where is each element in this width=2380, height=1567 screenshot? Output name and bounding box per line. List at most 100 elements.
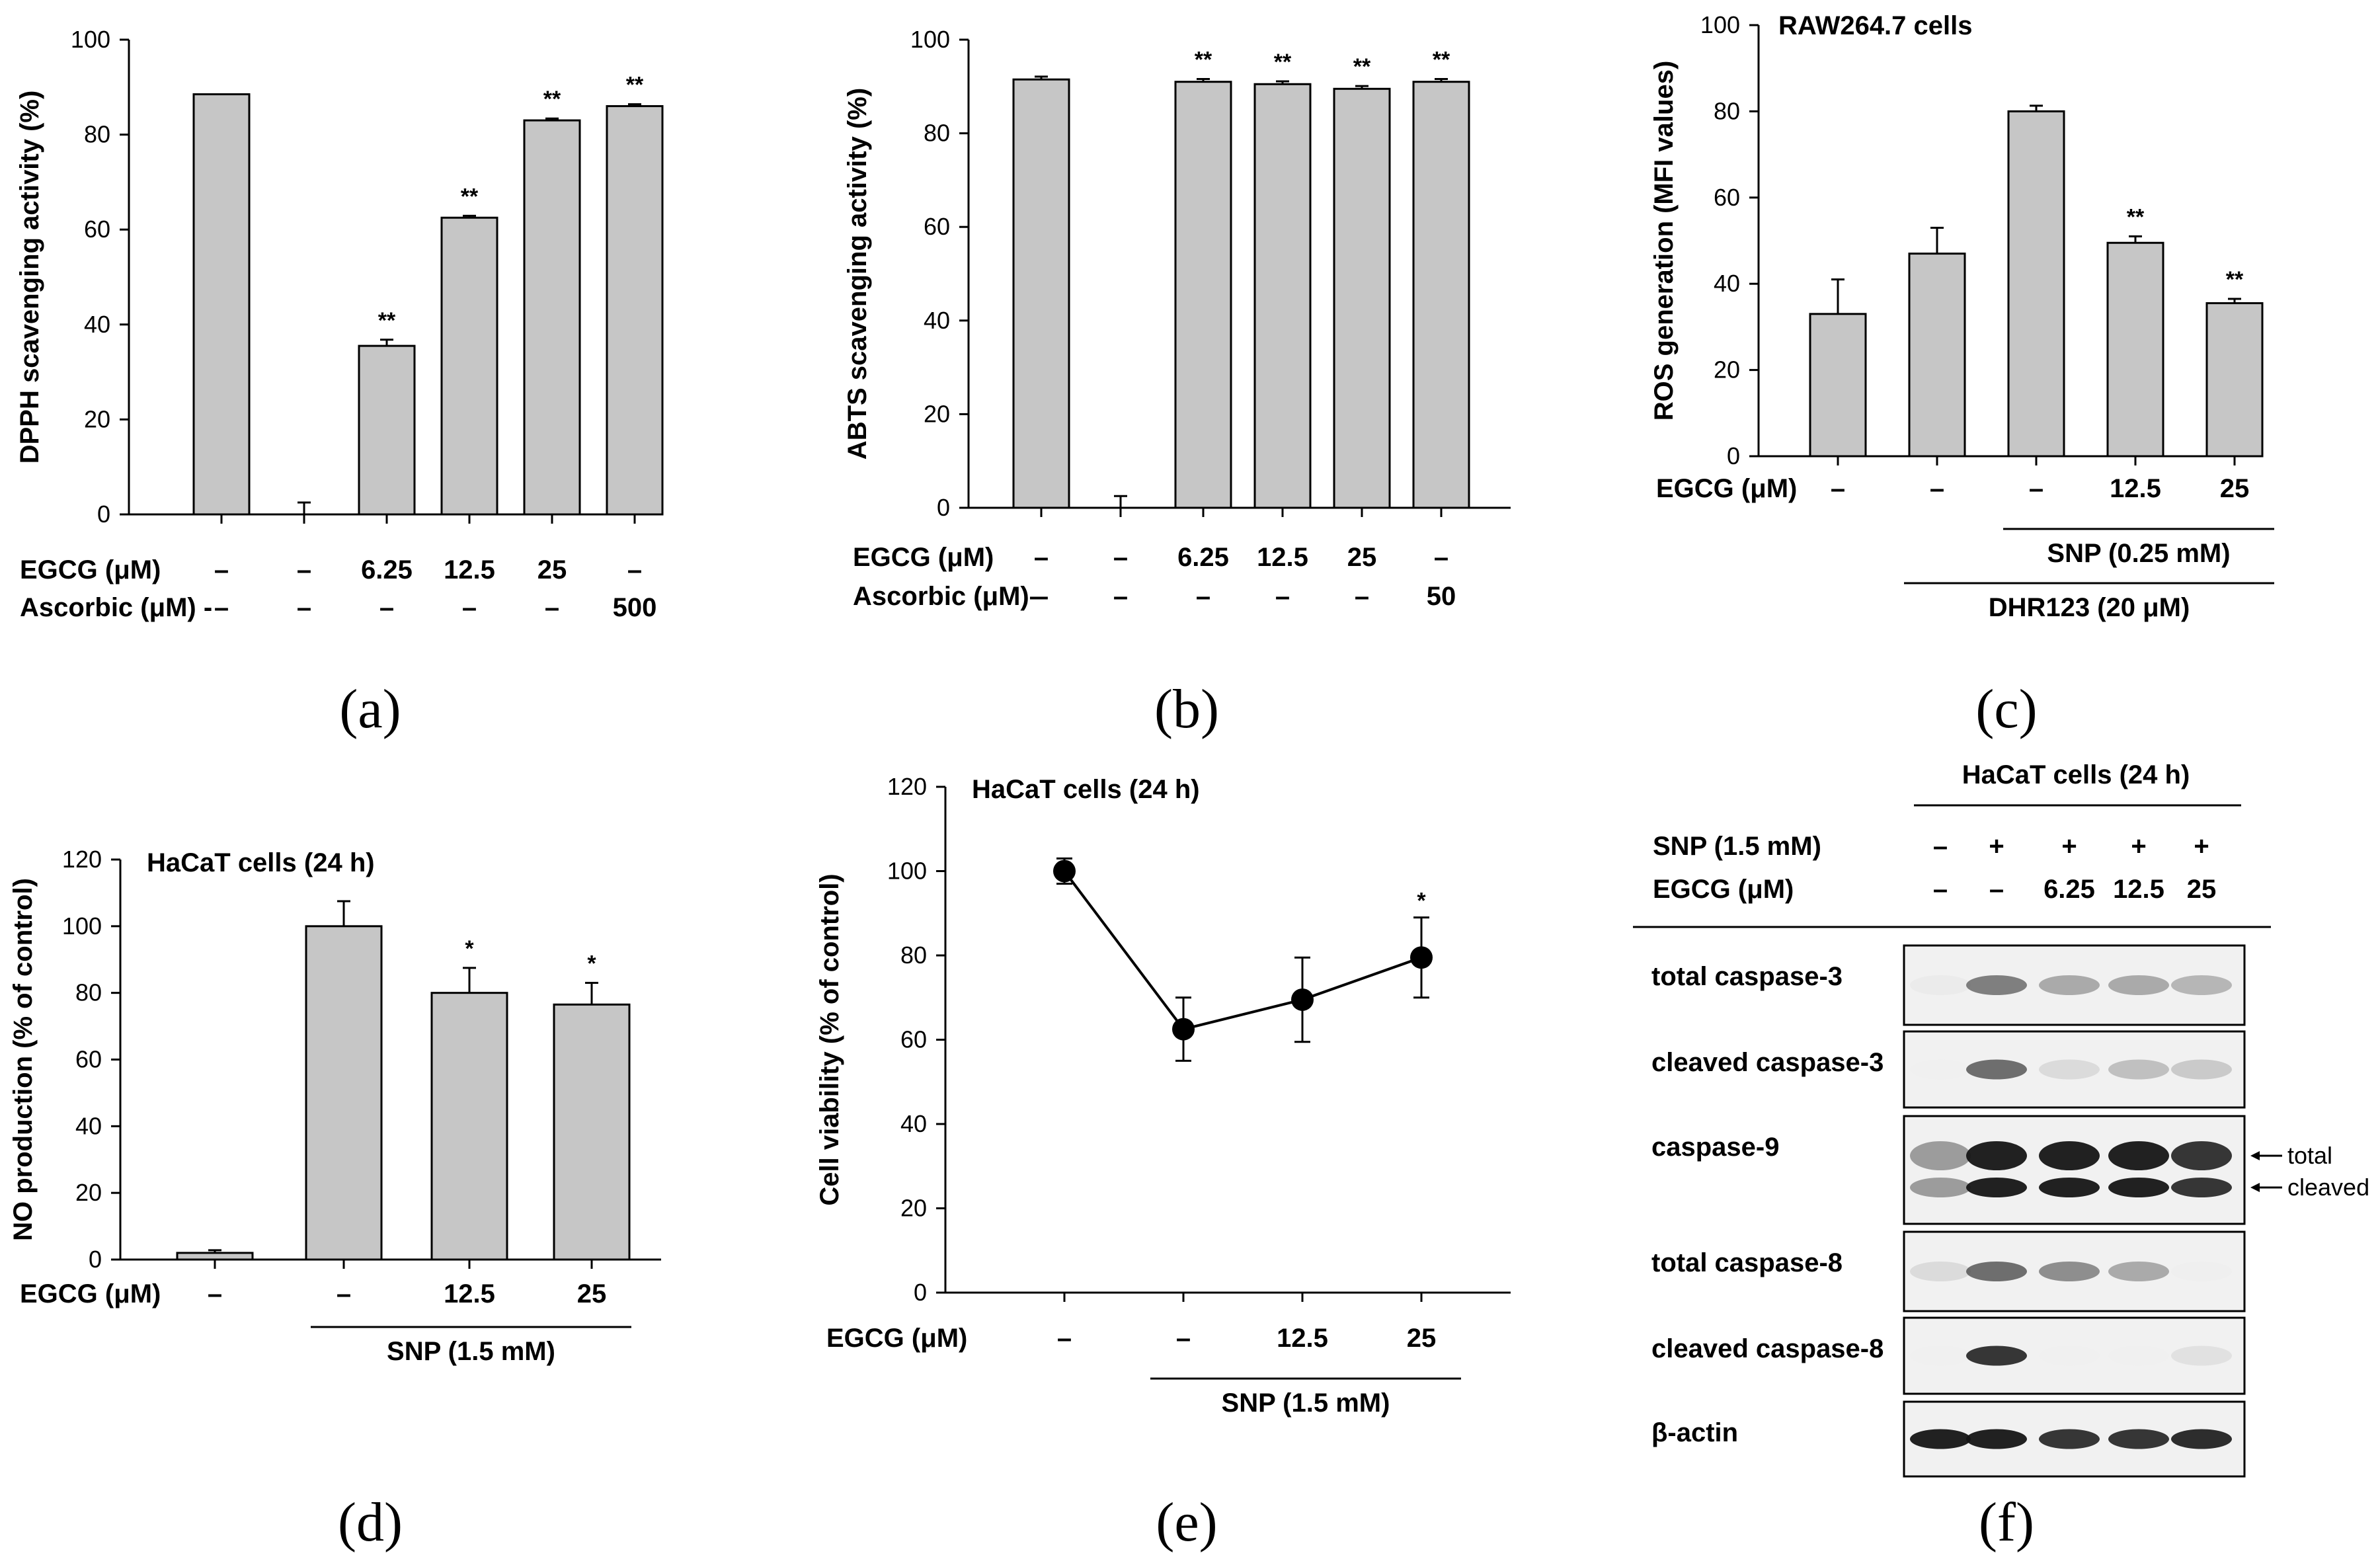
treatment-value: 25 xyxy=(537,555,567,584)
treatment-value: 12.5 xyxy=(2113,875,2164,904)
y-tick-label: 40 xyxy=(900,1110,927,1137)
data-point xyxy=(1410,946,1433,969)
treatment-row-label: EGCG (μM) xyxy=(20,1279,161,1308)
bar xyxy=(2205,302,2264,458)
treatment-value: 50 xyxy=(1427,582,1456,611)
treatment-value: – xyxy=(214,593,229,622)
treatment-value: – xyxy=(1355,582,1369,611)
chart-title: HaCaT cells (24 h) xyxy=(972,775,1200,804)
treatment-value: 25 xyxy=(577,1279,607,1308)
y-tick-label: 120 xyxy=(62,846,102,873)
treatment-value: – xyxy=(1933,832,1948,861)
bar xyxy=(1908,253,1966,458)
treatment-value: – xyxy=(1933,875,1948,904)
bar xyxy=(192,93,251,516)
blot-band xyxy=(2171,1429,2232,1449)
blot-band xyxy=(1910,975,1971,995)
blot-frame xyxy=(1903,1030,2246,1109)
significance-marker: ** xyxy=(461,184,479,209)
y-tick-label: 0 xyxy=(1727,442,1740,469)
blot-band xyxy=(2171,1178,2232,1197)
y-tick-label: 100 xyxy=(910,26,950,53)
treatment-value: – xyxy=(1989,875,2004,904)
blot-band xyxy=(2108,1429,2169,1449)
treatment-value: 500 xyxy=(613,593,657,622)
blot-band xyxy=(1966,1429,2027,1449)
significance-marker: ** xyxy=(1274,50,1292,75)
data-point xyxy=(1291,988,1314,1011)
y-axis-label: DPPH scavenging activity (%) xyxy=(15,91,44,464)
treatment-value: 25 xyxy=(2187,875,2217,904)
significance-marker: ** xyxy=(626,73,644,98)
blot-label: total caspase-3 xyxy=(1651,962,1843,991)
blot-band xyxy=(2039,975,2100,995)
y-tick-label: 60 xyxy=(84,216,110,243)
treatment-value: + xyxy=(2194,832,2209,861)
y-tick-label: 80 xyxy=(924,120,950,147)
blot-band xyxy=(1966,1059,2027,1080)
blot-band xyxy=(1910,1346,1971,1366)
significance-marker: ** xyxy=(2127,204,2145,229)
y-tick-label: 80 xyxy=(84,121,110,148)
treatment-value: 25 xyxy=(2220,474,2250,503)
y-tick-label: 120 xyxy=(887,773,927,800)
blot-band xyxy=(2039,1429,2100,1449)
blot-band xyxy=(2039,1262,2100,1281)
y-tick-label: 40 xyxy=(924,307,950,334)
y-tick-label: 0 xyxy=(937,494,950,521)
treatment-value: – xyxy=(545,593,559,622)
treatment-value: 12.5 xyxy=(444,555,495,584)
treatment-value: 25 xyxy=(1407,1324,1437,1353)
y-tick-label: 100 xyxy=(62,912,102,940)
bar xyxy=(606,105,664,516)
blot-label: caspase-9 xyxy=(1651,1133,1779,1162)
data-point xyxy=(1053,860,1076,883)
significance-marker: ** xyxy=(378,308,396,333)
caption-e: (e) xyxy=(1156,1492,1217,1553)
treatment-value: 12.5 xyxy=(2110,474,2161,503)
blot-band xyxy=(1910,1429,1971,1449)
blot-band xyxy=(1966,1346,2027,1366)
series-line xyxy=(1063,870,1422,1031)
treatment-row-label: EGCG (μM) xyxy=(826,1324,967,1353)
blot-band xyxy=(2108,1346,2169,1366)
bar xyxy=(1333,87,1391,509)
y-tick-label: 60 xyxy=(924,213,950,240)
blot-band xyxy=(2039,1141,2100,1170)
chart-title: HaCaT cells (24 h) xyxy=(147,848,375,877)
treatment-value: 6.25 xyxy=(1177,543,1229,572)
treatment-value: – xyxy=(297,555,311,584)
blot-frame xyxy=(1903,1316,2246,1395)
panel-d-no-production-chart: 0 20 40 60 80 100 120 NO production (% of contr… xyxy=(9,846,661,1366)
treatment-row-label: Ascorbic (μM)– xyxy=(853,582,1044,611)
treatment-value: + xyxy=(2131,832,2146,861)
significance-marker: * xyxy=(587,951,596,977)
panel-f-western-blot: HaCaT cells (24 h) SNP (1.5 mM) – + + + + EGCG … xyxy=(1633,760,2369,1478)
blot-label: β-actin xyxy=(1651,1418,1738,1447)
blot-title: HaCaT cells (24 h) xyxy=(1962,760,2190,789)
y-axis-label: ROS generation (MFI values) xyxy=(1649,61,1679,421)
bar xyxy=(2007,110,2065,458)
blot-label: total caspase-8 xyxy=(1651,1248,1843,1277)
blot-band xyxy=(2108,975,2169,995)
bar xyxy=(430,992,508,1261)
bar xyxy=(440,216,498,516)
chart-title: RAW264.7 cells xyxy=(1778,11,1973,40)
panel-e-cell-viability-chart: 0 20 40 60 80 100 120 Cell viability (% of cont… xyxy=(815,773,1511,1418)
band-arrow-label: cleaved xyxy=(2287,1174,2369,1201)
blot-band xyxy=(2171,1059,2232,1080)
y-tick-label: 40 xyxy=(84,311,110,338)
significance-marker: ** xyxy=(1433,47,1450,72)
caption-a: (a) xyxy=(339,678,401,740)
treatment-value: – xyxy=(1831,474,1845,503)
y-tick-label: 100 xyxy=(71,26,110,53)
treatment-value: – xyxy=(2029,474,2043,503)
treatment-value: – xyxy=(1113,582,1128,611)
bar xyxy=(553,1003,631,1261)
significance-marker: ** xyxy=(1195,47,1212,72)
blot-band xyxy=(2171,1141,2232,1170)
blot-label: cleaved caspase-3 xyxy=(1651,1048,1884,1077)
bar xyxy=(523,119,581,516)
panel-a-dpph-chart: 0 20 40 60 80 100 DPPH scavenging activity (%)… xyxy=(15,26,664,622)
y-tick-label: 0 xyxy=(89,1246,102,1273)
